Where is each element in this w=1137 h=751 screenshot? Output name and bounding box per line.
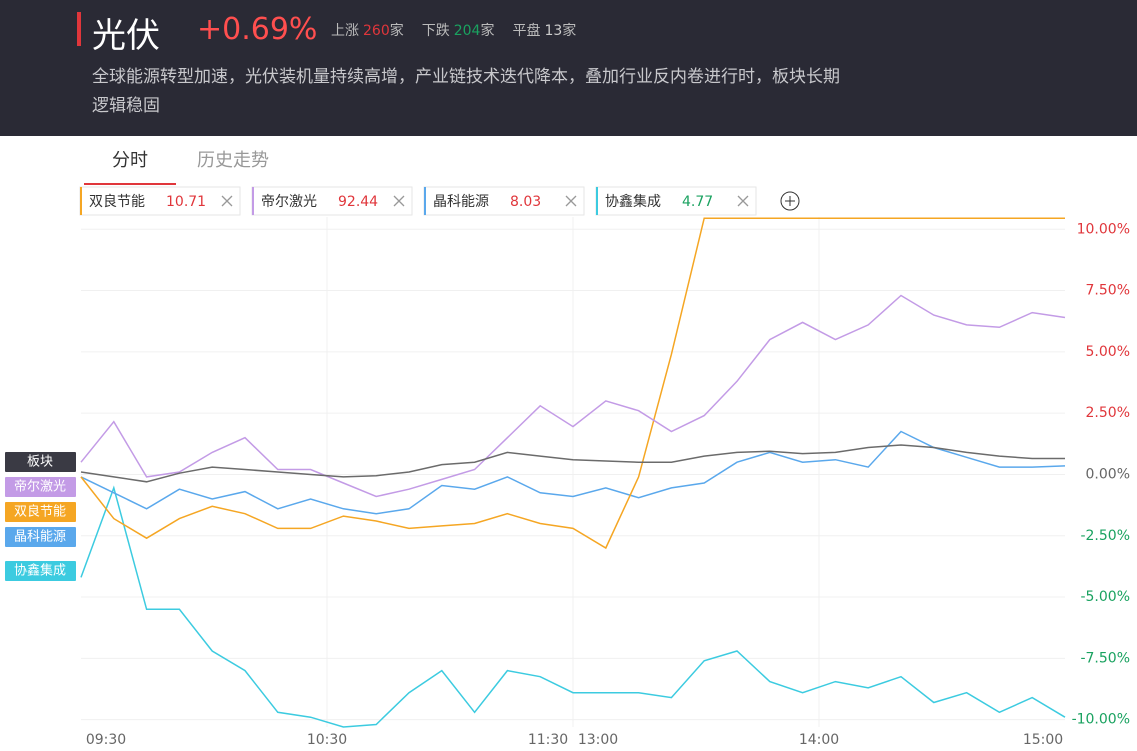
legend-swatch — [5, 452, 76, 472]
series-line — [80, 485, 1066, 728]
series-line — [80, 444, 1065, 483]
legend-swatch — [5, 477, 76, 497]
x-tick-label: 10:30 — [307, 732, 347, 748]
series-line — [80, 217, 1065, 550]
stock-name: 协鑫集成 — [605, 193, 661, 210]
tab-bg — [0, 136, 1137, 186]
legend-swatch — [5, 527, 76, 547]
y-tick-label: -7.50% — [1080, 650, 1130, 666]
x-tick-label: 13:00 — [578, 732, 618, 748]
legend-label: 双良节能 — [14, 504, 66, 520]
stock-name: 晶科能源 — [433, 194, 489, 210]
x-tick-label: 11:30 — [528, 732, 568, 748]
y-tick-label: 10.00% — [1077, 221, 1130, 237]
stock-name: 双良节能 — [89, 194, 145, 210]
legend-swatch — [5, 561, 76, 581]
stat-unit: 家 — [562, 23, 577, 39]
stat-label: 下跌 — [421, 23, 450, 39]
sector-title: 光伏 — [92, 16, 160, 56]
series-line — [80, 294, 1066, 498]
description: 全球能源转型加速，光伏装机量持续高增，产业链技术迭代降本，叠加行业反内卷进行时，… — [92, 67, 840, 116]
stat-count: 260 — [363, 23, 390, 39]
stock-price: 92.44 — [338, 194, 378, 210]
x-tick-label: 15:00 — [1023, 732, 1063, 748]
add-button[interactable] — [780, 191, 800, 211]
x-tick-label: 14:00 — [799, 732, 839, 748]
legend-label: 帝尔激光 — [14, 479, 66, 495]
y-tick-label: -2.50% — [1080, 528, 1130, 544]
legend-label: 板块 — [27, 455, 53, 470]
stat-label: 平盘 — [512, 23, 541, 39]
y-tick-label: 7.50% — [1086, 283, 1130, 299]
legend-label: 晶科能源 — [14, 530, 66, 545]
stock-chip-accent — [424, 187, 426, 215]
stats: 上涨 260家 下跌 204家 平盘 13家 — [331, 20, 576, 40]
stock-price: 10.71 — [166, 194, 206, 210]
chip-close[interactable] — [737, 195, 749, 207]
legend-label: 协鑫集成 — [14, 563, 66, 579]
y-tick-label: -5.00% — [1080, 589, 1130, 605]
stock-price: 8.03 — [510, 194, 541, 210]
stock-chip[interactable] — [423, 186, 585, 216]
y-tick-label: -10.00% — [1072, 712, 1130, 728]
stock-chip-accent — [596, 187, 598, 215]
chip-close[interactable] — [221, 195, 233, 207]
y-tick-label: 5.00% — [1086, 344, 1130, 360]
stat-unit: 家 — [480, 23, 495, 39]
chip-close[interactable] — [393, 195, 405, 207]
y-tick-label: 2.50% — [1086, 405, 1130, 421]
stock-price: 4.77 — [682, 194, 713, 210]
stock-chip-accent — [80, 187, 82, 215]
stock-chip[interactable] — [251, 186, 413, 216]
stat: 上涨 260家 — [331, 20, 404, 40]
stock-chip-accent — [252, 187, 254, 215]
stat-unit: 家 — [389, 23, 404, 39]
stat-count: 204 — [453, 23, 481, 39]
stat-label: 上涨 — [331, 23, 359, 39]
x-tick-label: 09:30 — [86, 732, 126, 748]
stat-count: 13 — [544, 23, 563, 39]
stock-chip[interactable] — [79, 186, 241, 216]
tab[interactable]: 分时 — [112, 150, 148, 171]
accent-bar — [77, 12, 81, 46]
legend-swatch — [5, 502, 76, 522]
header: 光伏 +0.69% 上涨 260家 下跌 204家 平盘 13家 全球能源转型加速，光伏装… — [0, 0, 1137, 136]
sector-change: +0.69% — [197, 12, 318, 47]
stock-chip[interactable] — [595, 186, 757, 216]
y-tick-label: 0.00% — [1086, 466, 1130, 482]
stat: 平盘 13家 — [512, 20, 576, 40]
stock-name: 帝尔激光 — [261, 193, 317, 210]
series-line — [80, 430, 1066, 515]
chip-close[interactable] — [565, 195, 577, 207]
tab[interactable]: 历史走势 — [197, 150, 269, 171]
stat: 下跌 204家 — [422, 20, 495, 40]
add-plus — [785, 196, 795, 206]
